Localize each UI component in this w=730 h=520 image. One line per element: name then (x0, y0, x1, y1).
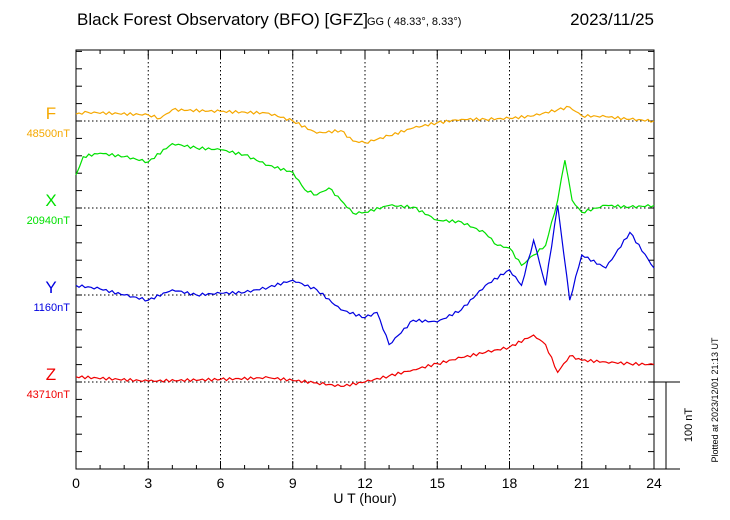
observatory-coords: GG ( 48.33°, 8.33°) (367, 16, 461, 28)
series-name-x: X (45, 191, 56, 210)
x-tick-label: 9 (289, 475, 297, 491)
x-axis-label: U T (hour) (333, 490, 396, 506)
series-baseline-label-z: 43710nT (27, 389, 71, 401)
series-line-z (75, 334, 655, 388)
scale-bar-label: 100 nT (683, 408, 695, 443)
x-tick-label: 15 (429, 475, 445, 491)
series-name-y: Y (45, 278, 56, 297)
series-name-f: F (46, 104, 56, 123)
plotted-at-note: Plotted at 2023/12/01 21:13 UT (710, 337, 720, 463)
series-baseline-label-f: 48500nT (27, 128, 71, 140)
chart-title: Black Forest Observatory (BFO) [GFZ] (77, 10, 368, 29)
x-tick-label: 18 (502, 475, 518, 491)
x-tick-label: 12 (357, 475, 373, 491)
series-line-y (75, 205, 655, 346)
x-tick-label: 3 (144, 475, 152, 491)
series-name-z: Z (46, 365, 56, 384)
x-tick-label: 6 (217, 475, 225, 491)
x-tick-label: 0 (72, 475, 80, 491)
x-tick-label: 21 (574, 475, 590, 491)
series-baseline-label-x: 20940nT (27, 215, 71, 227)
series-line-f (75, 105, 655, 144)
series-baseline-label-y: 1160nT (34, 302, 71, 314)
series-line-x (75, 142, 655, 267)
chart-date: 2023/11/25 (570, 10, 654, 29)
x-tick-label: 24 (646, 475, 662, 491)
